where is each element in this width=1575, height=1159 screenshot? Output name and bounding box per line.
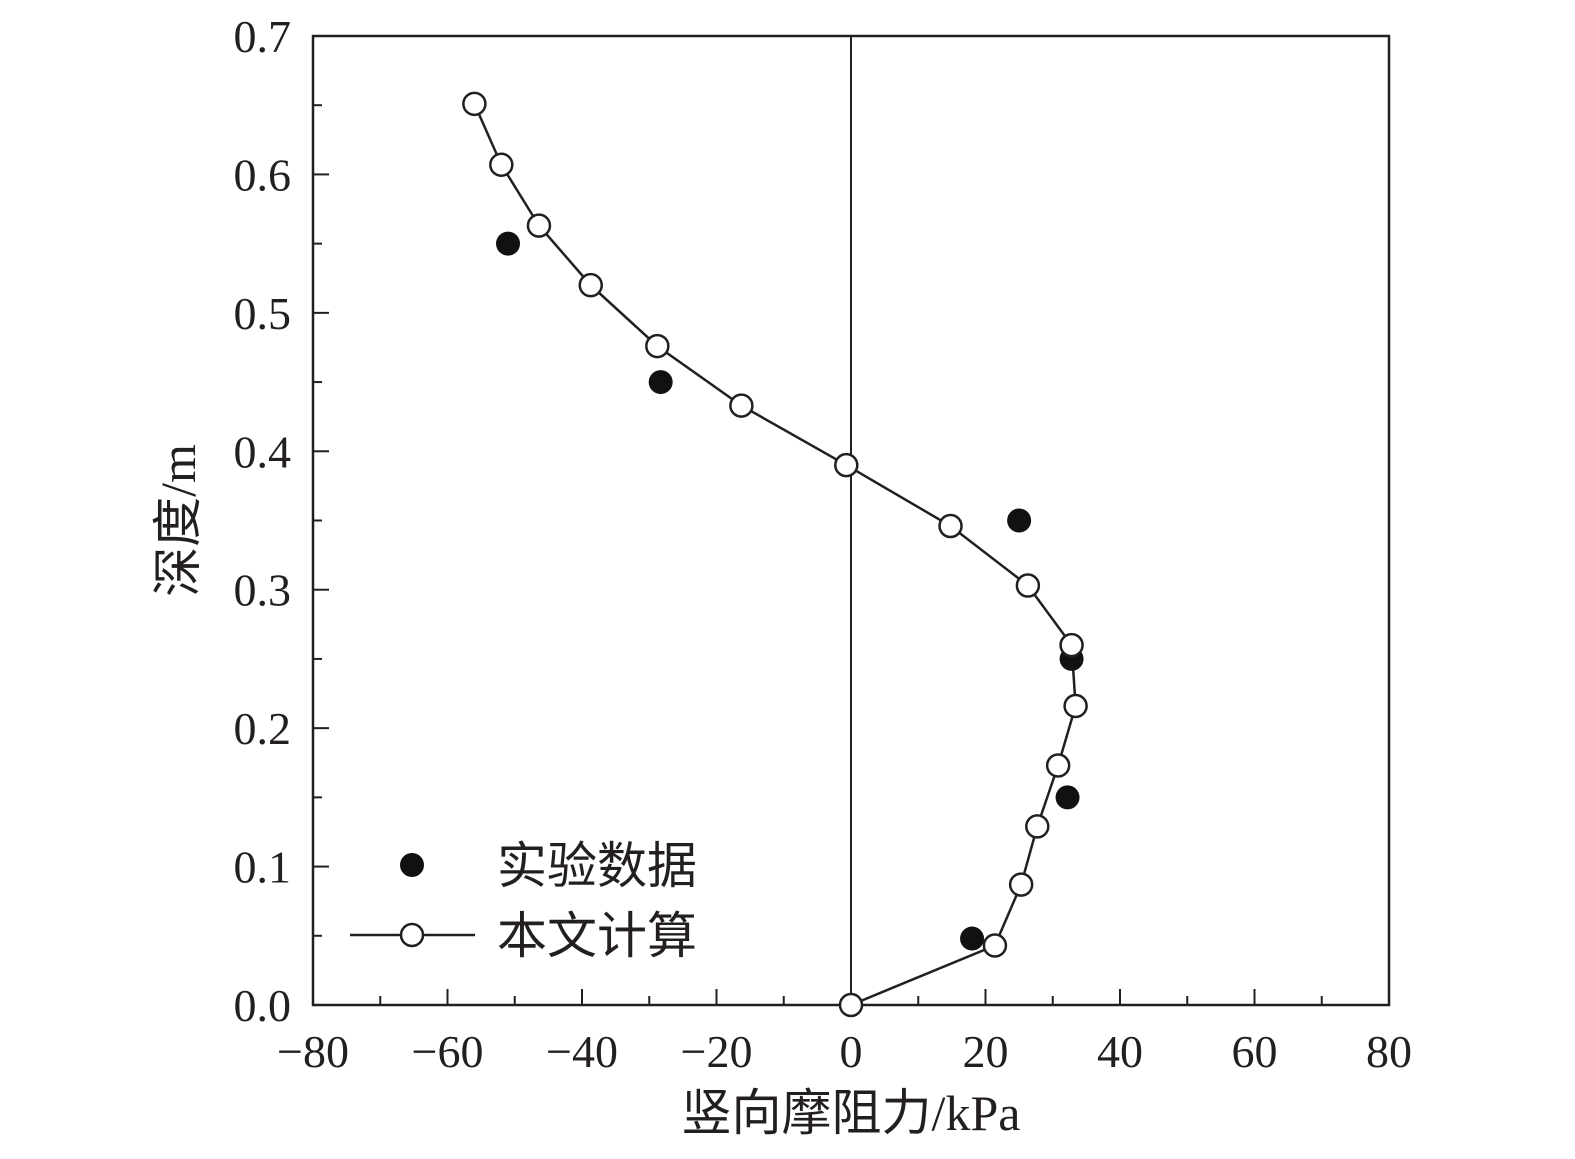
x-tick-label: 0 — [840, 1026, 863, 1077]
legend-label-calc: 本文计算 — [497, 908, 697, 964]
y-axis-title: 深度/m — [150, 444, 206, 597]
legend-marker-experiment — [400, 853, 424, 877]
calc-point — [526, 213, 552, 238]
calc-series-line — [473, 103, 1077, 1007]
experiment-point — [960, 926, 985, 951]
y-tick-label: 0.7 — [234, 11, 292, 62]
legend-marker-calc — [399, 922, 425, 948]
x-tick-label: −20 — [681, 1026, 753, 1077]
calc-point — [1015, 573, 1041, 598]
experiment-point — [1055, 785, 1080, 810]
calc-point — [834, 452, 859, 478]
x-tick-label: 80 — [1366, 1026, 1412, 1077]
x-axis-title: 竖向摩阻力/kPa — [682, 1085, 1021, 1141]
calc-point — [1045, 753, 1071, 778]
y-tick-label: 0.1 — [234, 842, 292, 893]
calc-point — [1025, 814, 1050, 839]
x-tick-label: −60 — [412, 1026, 484, 1077]
y-tick-label: 0.3 — [234, 565, 292, 616]
series-layer — [462, 91, 1088, 1018]
x-tick-label: −40 — [546, 1026, 618, 1077]
calc-point — [1063, 693, 1088, 719]
x-axis: −80 −60 −40 −20 0 20 40 60 80 — [277, 989, 1412, 1077]
x-tick-label: 60 — [1232, 1026, 1278, 1077]
calc-point — [982, 933, 1008, 958]
calc-point — [938, 513, 963, 539]
y-tick-label: 0.6 — [234, 149, 292, 200]
y-tick-label: 0.5 — [234, 288, 292, 339]
calc-point — [729, 393, 754, 418]
calc-point — [578, 272, 603, 298]
y-tick-label: 0.0 — [234, 980, 292, 1031]
experiment-point — [648, 370, 673, 395]
legend-label-experiment: 实验数据 — [497, 838, 697, 894]
y-tick-label: 0.4 — [234, 426, 292, 477]
calc-point — [489, 152, 514, 177]
calc-point — [462, 91, 487, 117]
experiment-point — [496, 231, 521, 256]
x-tick-label: −80 — [277, 1026, 349, 1077]
calc-point — [1008, 872, 1034, 897]
experiment-point — [1007, 508, 1032, 533]
y-tick-label: 0.2 — [234, 703, 292, 754]
calc-point — [1059, 632, 1084, 658]
x-tick-label: 20 — [963, 1026, 1009, 1077]
x-tick-label: 40 — [1097, 1026, 1143, 1077]
calc-point — [838, 992, 864, 1018]
calc-point — [645, 333, 670, 359]
y-axis: 0.0 0.1 0.2 0.3 0.4 0.5 0.6 0.7 — [234, 11, 329, 1031]
